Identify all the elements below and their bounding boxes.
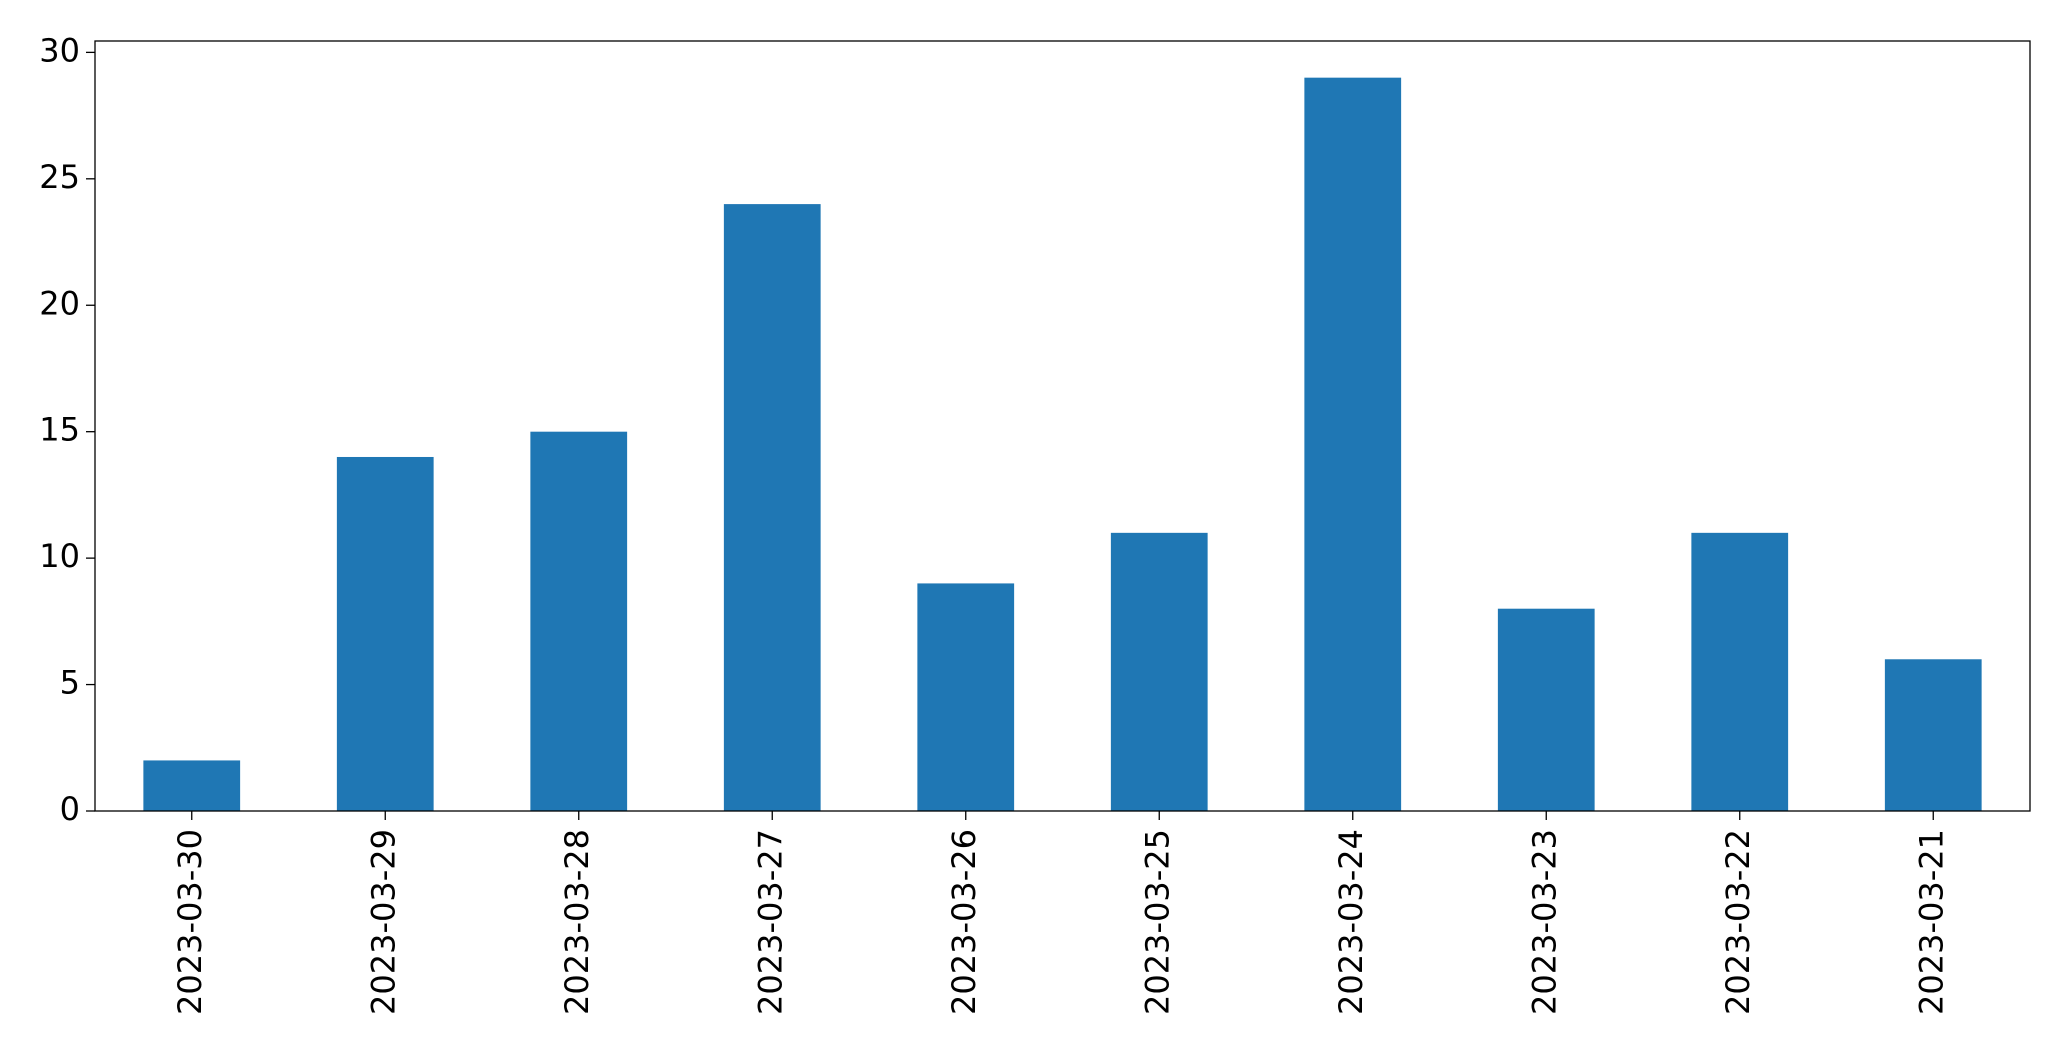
x-tick-label: 2023-03-28 (558, 829, 596, 1015)
bar (143, 760, 241, 811)
bar (1497, 608, 1595, 811)
x-tick-label: 2023-03-27 (751, 829, 789, 1015)
x-tick-label: 2023-03-26 (945, 829, 983, 1015)
y-tick-label: 30 (39, 31, 80, 69)
x-tick-label: 2023-03-23 (1525, 829, 1563, 1015)
x-tick-label: 2023-03-25 (1138, 829, 1176, 1015)
x-tick-label: 2023-03-30 (171, 829, 209, 1015)
bar (1110, 532, 1208, 811)
bar (1884, 659, 1982, 811)
y-tick-label: 20 (39, 284, 80, 322)
x-tick-label: 2023-03-24 (1332, 829, 1370, 1015)
plot-frame (94, 40, 2031, 812)
bar (336, 456, 434, 811)
bar (723, 204, 821, 811)
x-tick-label: 2023-03-21 (1912, 829, 1950, 1015)
bar (1691, 532, 1789, 811)
bar (1304, 77, 1402, 811)
x-tick-label: 2023-03-22 (1719, 829, 1757, 1015)
bar (917, 583, 1015, 811)
y-tick-label: 10 (39, 537, 80, 575)
y-tick-label: 25 (39, 158, 80, 196)
y-tick-label: 5 (60, 664, 80, 702)
y-tick-label: 0 (60, 790, 80, 828)
y-tick-label: 15 (39, 411, 80, 449)
x-tick-label: 2023-03-29 (364, 829, 402, 1015)
bar (530, 431, 628, 811)
